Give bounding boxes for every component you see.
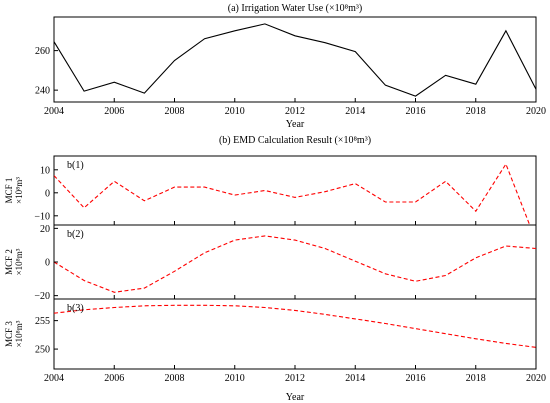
mcf-2-line	[54, 235, 536, 293]
panel-b-x-tick-label: 2012	[285, 373, 305, 384]
panel-b-x-tick-label: 2018	[466, 373, 486, 384]
mcf-1-line	[54, 162, 531, 225]
subpanel-ylabel: MCF 2×10⁸m³	[4, 248, 24, 275]
panel-a-x-tick-label: 2012	[285, 106, 305, 117]
panel-b: (b) EMD Calculation Result (×10⁸m³) 10 0 −…	[4, 135, 546, 403]
subpanel-frame	[53, 298, 537, 370]
subpanel-y-tick-label: 250	[35, 345, 50, 356]
panel-b-x-tick-label: 2004	[44, 373, 64, 384]
panel-a: (a) Irrigation Water Use (×10⁸m³) 240 260…	[35, 3, 546, 130]
panel-a-x-ticks: 2004 2006 2008 2010 2012 2014 2016 2018 2020	[44, 98, 546, 117]
subpanel-y-tick-label: 10	[40, 165, 50, 176]
panel-a-frame	[53, 16, 537, 103]
panel-a-series	[53, 23, 537, 97]
subpanel-y-tick-label: −20	[34, 291, 50, 302]
panel-a-x-tick-label: 2020	[526, 106, 546, 117]
subpanel-ylabel-line1: MCF 3	[4, 321, 14, 347]
subpanel-ylabel-line1: MCF 1	[4, 178, 14, 204]
panel-b-x-tick-label: 2020	[526, 373, 546, 384]
subpanel-ylabel-line2: ×10⁸m³	[14, 177, 24, 204]
subpanel-ylabel: MCF 1×10⁸m³	[4, 177, 24, 204]
panel-a-y-tick-label: 240	[35, 86, 50, 97]
panel-a-title: (a) Irrigation Water Use (×10⁸m³)	[228, 3, 362, 14]
subpanel-ylabel-line2: ×10⁸m³	[14, 320, 24, 347]
panel-b-x-tick-label: 2016	[406, 373, 426, 384]
panel-a-x-tick-label: 2006	[104, 106, 124, 117]
panel-a-x-tick-label: 2010	[225, 106, 245, 117]
subpanel-3: 255 250 b(3) MCF 3×10⁸m³	[4, 298, 537, 370]
irrigation-water-use-line	[53, 23, 537, 97]
subpanel-ylabel-line1: MCF 2	[4, 249, 14, 275]
panel-b-x-tick-label: 2014	[345, 373, 365, 384]
subpanel-y-tick-label: 255	[35, 316, 50, 327]
subpanel-2: 20 0 −20 b(2) MCF 2×10⁸m³	[4, 224, 537, 302]
panel-a-y-tick-label: 260	[35, 46, 50, 57]
subpanel-label: b(3)	[67, 303, 84, 314]
subpanel-frame	[53, 155, 537, 226]
subpanel-y-tick-label: 0	[45, 188, 50, 199]
panel-a-y-ticks: 240 260	[35, 46, 58, 97]
subpanel-y-tick-label: 20	[40, 224, 50, 235]
panel-b-xlabel: Year	[286, 392, 305, 403]
subpanel-frame	[53, 224, 537, 300]
subpanel-ylabel: MCF 3×10⁸m³	[4, 320, 24, 347]
panel-b-x-ticks: 2004 2006 2008 2010 2012 2014 2016 2018 2020	[44, 373, 546, 384]
panel-a-x-tick-label: 2008	[165, 106, 185, 117]
panel-a-xlabel: Year	[286, 119, 305, 130]
panel-a-x-tick-label: 2018	[466, 106, 486, 117]
panel-b-x-tick-label: 2010	[225, 373, 245, 384]
subpanel-label: b(1)	[67, 160, 84, 171]
panel-b-title: (b) EMD Calculation Result (×10⁸m³)	[219, 135, 371, 146]
panel-b-x-tick-label: 2008	[165, 373, 185, 384]
subpanel-y-tick-label: 0	[45, 258, 50, 269]
subpanel-1: 10 0 −10 b(1) MCF 1×10⁸m³	[4, 155, 537, 226]
mcf-3-line	[54, 304, 536, 348]
panel-b-x-tick-label: 2006	[104, 373, 124, 384]
panel-a-x-tick-label: 2016	[406, 106, 426, 117]
panel-a-x-tick-label: 2004	[44, 106, 64, 117]
subpanel-y-tick-label: −10	[34, 211, 50, 222]
subpanel-ylabel-line2: ×10⁸m³	[14, 248, 24, 275]
panel-a-x-tick-label: 2014	[345, 106, 365, 117]
subpanel-label: b(2)	[67, 229, 84, 240]
